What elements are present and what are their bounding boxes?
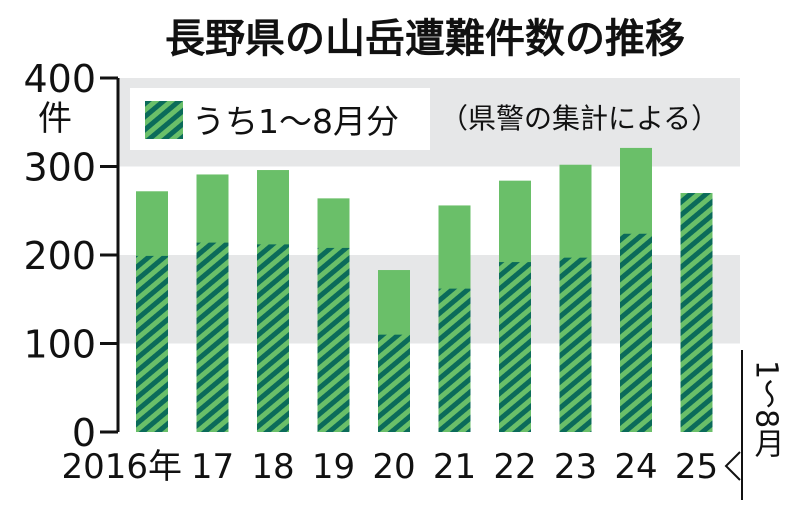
bar-jan-aug xyxy=(136,255,168,432)
x-tick-label: 20 xyxy=(372,447,415,487)
bracket-pointer xyxy=(724,451,741,481)
y-tick-label: 0 xyxy=(72,411,96,455)
legend-swatch xyxy=(145,101,183,139)
bar-jan-aug xyxy=(257,244,289,432)
bar-jan-aug xyxy=(559,257,592,432)
side-note: 1～8月 xyxy=(749,360,785,459)
bar-jan-aug xyxy=(196,242,229,432)
bar-jan-aug xyxy=(499,262,531,432)
bar-jan-aug xyxy=(378,334,410,432)
y-unit: 件 xyxy=(38,99,72,139)
bar-jan-aug xyxy=(438,288,471,432)
y-tick-label: 300 xyxy=(23,146,96,190)
bars xyxy=(136,147,713,433)
annotation: （県警の集計による） xyxy=(440,102,719,135)
x-tick-label: 23 xyxy=(554,447,597,487)
y-tick-label: 100 xyxy=(23,323,96,367)
x-labels: 2016年 17 18 19 20 21 22 23 24 25 xyxy=(61,447,718,487)
x-tick-label: 17 xyxy=(191,447,234,487)
x-tick-label: 24 xyxy=(614,447,657,487)
bar-jan-aug xyxy=(620,233,652,432)
x-tick-label: 19 xyxy=(312,447,355,487)
x-tick-label: 18 xyxy=(251,447,294,487)
x-tick-label: 22 xyxy=(493,447,536,487)
y-tick-label: 200 xyxy=(23,234,96,278)
bar-jan-aug xyxy=(680,193,713,432)
x-tick-label: 2016年 xyxy=(61,447,182,487)
legend: うち1～8月分 （県警の集計による） xyxy=(130,88,719,150)
x-tick-label: 21 xyxy=(433,447,476,487)
chart-title: 長野県の山岳遭難件数の推移 xyxy=(165,16,685,62)
x-tick-label: 25 xyxy=(675,447,718,487)
y-tick-label: 400 xyxy=(23,57,96,101)
y-ticks: 0 100 200 300 400 xyxy=(23,57,118,455)
legend-label: うち1～8月分 xyxy=(192,102,399,141)
bar-jan-aug xyxy=(317,247,350,432)
